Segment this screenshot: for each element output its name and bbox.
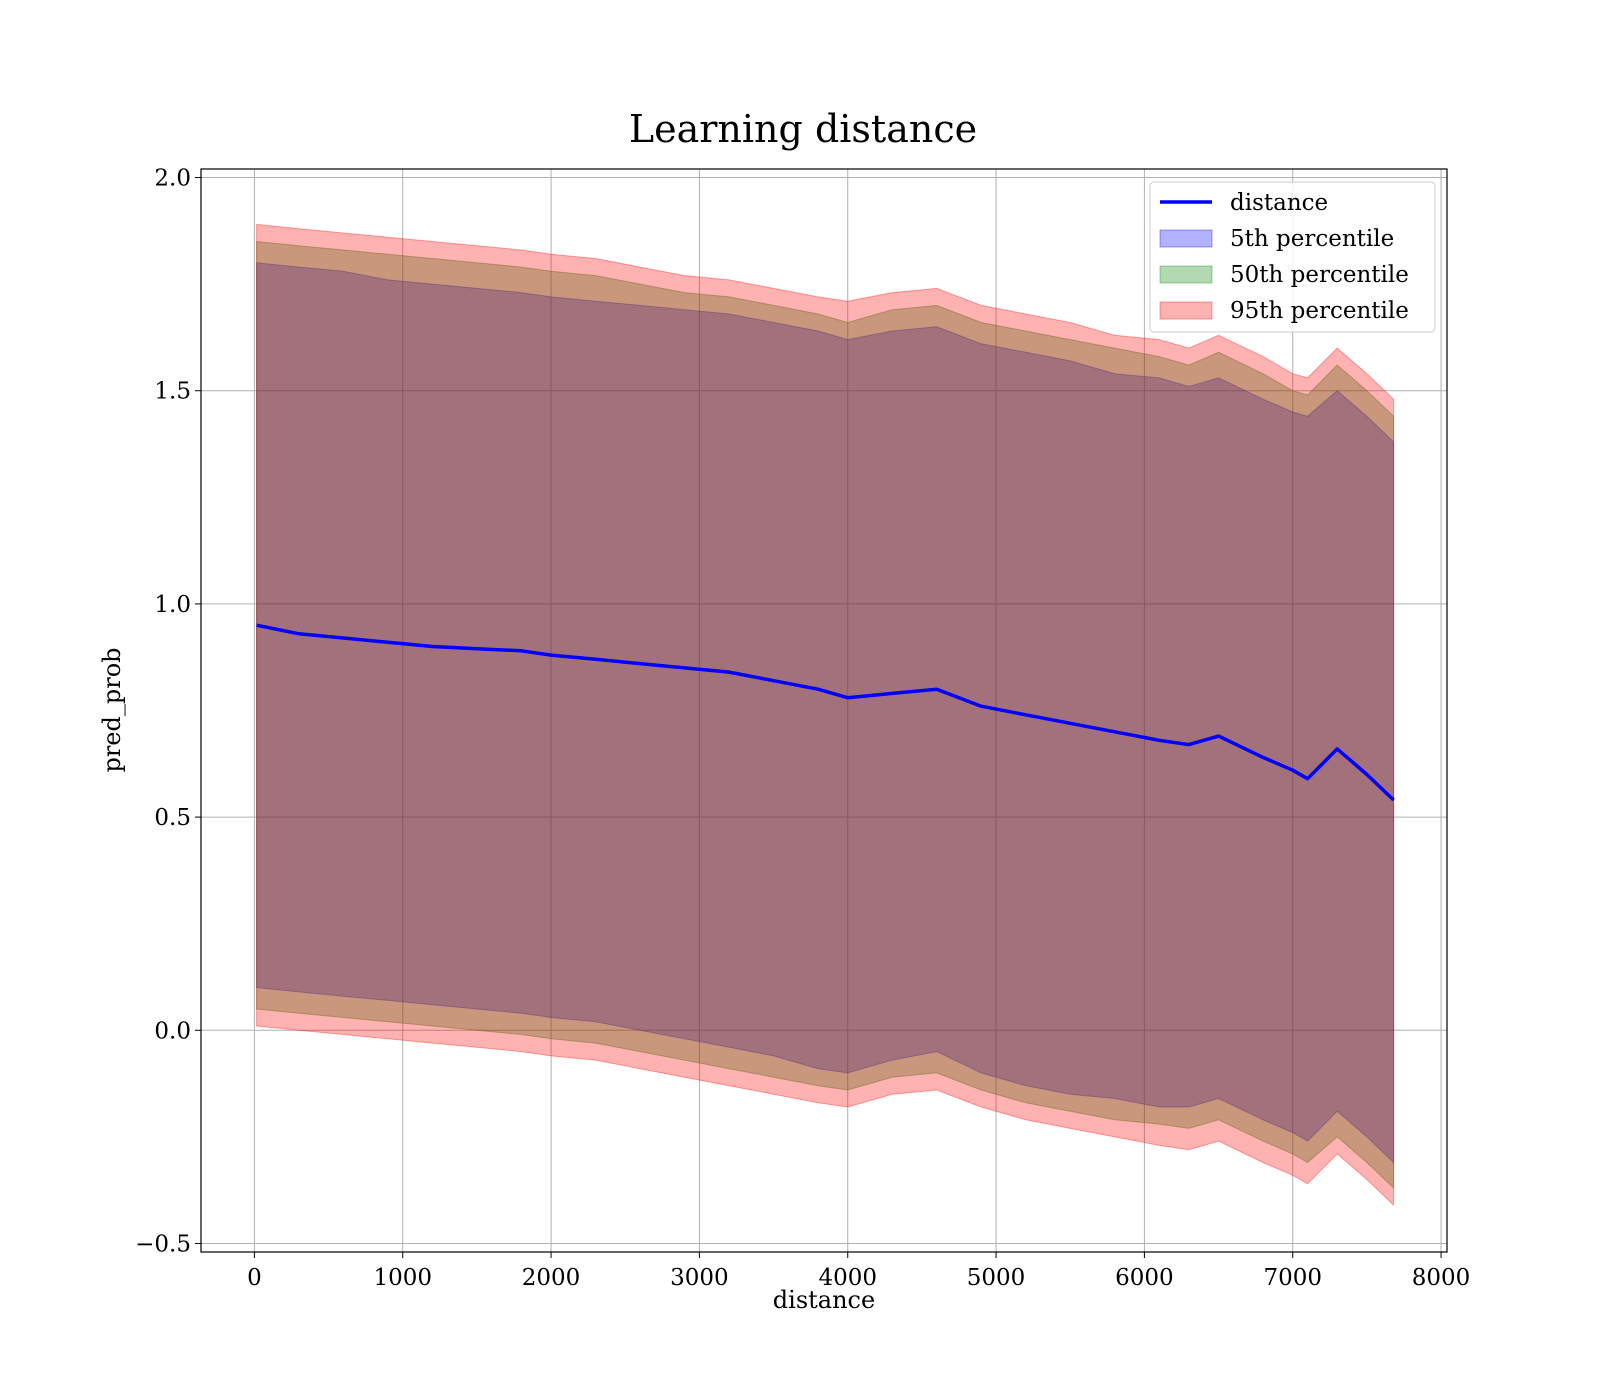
y-tick-label: 1.5 (154, 379, 191, 405)
x-tick-label: 8000 (1412, 1265, 1471, 1291)
series-lines (256, 623, 1395, 802)
y-axis-ticks: −0.5 0.0 0.5 1.0 1.5 2.0 (135, 166, 201, 1257)
legend-label: 5th percentile (1230, 226, 1394, 252)
x-tick-label: 4000 (818, 1265, 877, 1291)
y-tick-label: 2.0 (154, 166, 191, 192)
legend-swatch (1159, 301, 1213, 320)
line-distance (256, 623, 1395, 802)
band-50th-percentile (256, 240, 1395, 1190)
y-tick-label: 1.0 (154, 592, 191, 618)
x-tick-label: 2000 (522, 1265, 581, 1291)
chart-title: Learning distance (629, 107, 977, 151)
x-tick-label: 6000 (1115, 1265, 1174, 1291)
band-5th-percentile (256, 262, 1395, 1164)
legend-swatch (1159, 229, 1213, 248)
legend-swatch (1159, 265, 1213, 284)
legend: distance 5th percentile 50th percentile 95t… (1149, 181, 1436, 333)
y-tick-label: 0.0 (154, 1018, 191, 1044)
percentile-bands (256, 223, 1395, 1207)
y-axis-label: pred_prob (98, 647, 126, 772)
grid (201, 169, 1447, 1252)
legend-label: 95th percentile (1230, 298, 1409, 324)
x-tick-label: 0 (247, 1265, 262, 1291)
y-tick-label: −0.5 (135, 1231, 191, 1257)
y-tick-label: 0.5 (154, 805, 191, 831)
x-tick-label: 3000 (670, 1265, 729, 1291)
x-axis-label: distance (773, 1286, 875, 1314)
x-axis-ticks: 0 1000 2000 3000 4000 5000 6000 7000 8000 (247, 1252, 1470, 1291)
band-95th-percentile (256, 223, 1395, 1207)
plot-frame (200, 168, 1448, 1253)
legend-label: 50th percentile (1230, 262, 1409, 288)
x-tick-label: 7000 (1263, 1265, 1322, 1291)
legend-label: distance (1230, 190, 1328, 216)
legend-box (1149, 181, 1436, 333)
x-tick-label: 5000 (967, 1265, 1026, 1291)
x-tick-label: 1000 (373, 1265, 432, 1291)
